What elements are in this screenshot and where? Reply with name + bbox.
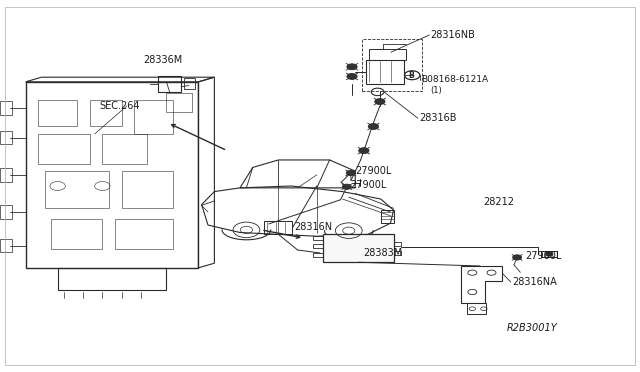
Bar <box>51 219 102 249</box>
Bar <box>0 131 12 144</box>
Text: B08168-6121A: B08168-6121A <box>421 76 488 84</box>
Text: R2B3001Y: R2B3001Y <box>507 323 557 333</box>
Text: 27900L: 27900L <box>525 251 561 261</box>
Circle shape <box>347 74 357 80</box>
Circle shape <box>368 124 378 129</box>
Bar <box>366 60 404 84</box>
Circle shape <box>513 255 522 260</box>
Bar <box>264 221 292 234</box>
Text: 27900L: 27900L <box>355 166 392 176</box>
Text: 28316NB: 28316NB <box>431 30 476 40</box>
Circle shape <box>358 148 369 154</box>
Bar <box>362 39 422 91</box>
Bar <box>541 251 557 257</box>
Bar <box>313 244 323 248</box>
Bar <box>38 134 90 164</box>
Bar <box>90 100 122 126</box>
Bar <box>166 93 192 112</box>
Bar <box>313 253 323 257</box>
Bar <box>184 78 195 89</box>
Text: (1): (1) <box>431 86 442 95</box>
Circle shape <box>346 170 355 176</box>
Circle shape <box>342 184 351 189</box>
Bar <box>394 251 401 255</box>
Bar <box>0 239 12 252</box>
Bar <box>0 101 12 115</box>
Text: 28316NA: 28316NA <box>512 277 557 287</box>
Bar <box>323 234 394 262</box>
Bar <box>115 219 173 249</box>
Bar <box>0 168 12 182</box>
Bar <box>158 76 181 92</box>
Circle shape <box>347 64 357 70</box>
Text: 28212: 28212 <box>483 197 514 207</box>
Text: 28316N: 28316N <box>294 222 333 232</box>
Text: 28383M: 28383M <box>364 248 403 258</box>
Bar <box>0 205 12 219</box>
Bar <box>467 303 486 314</box>
Text: 28336M: 28336M <box>143 55 183 64</box>
Bar <box>45 171 109 208</box>
Circle shape <box>545 252 553 256</box>
Bar <box>58 268 166 290</box>
Bar <box>102 134 147 164</box>
Bar <box>394 242 401 246</box>
Bar <box>134 100 173 134</box>
Circle shape <box>374 99 385 105</box>
Text: SEC.264: SEC.264 <box>99 101 140 111</box>
Bar <box>122 171 173 208</box>
Text: B: B <box>409 71 414 80</box>
Text: 27900L: 27900L <box>351 180 387 190</box>
Text: 28316B: 28316B <box>419 113 457 123</box>
Bar <box>369 49 406 60</box>
Bar <box>38 100 77 126</box>
Bar <box>313 236 323 240</box>
